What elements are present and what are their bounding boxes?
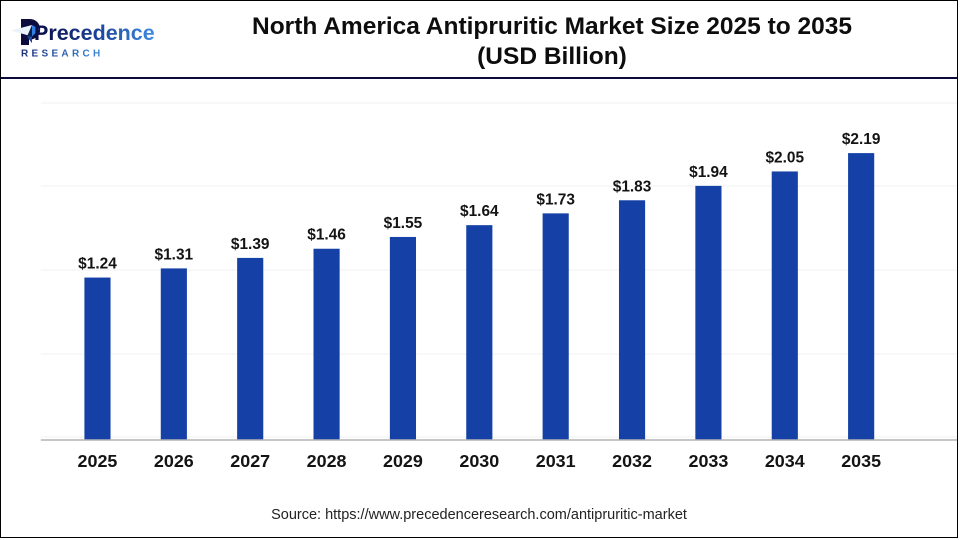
svg-text:2029: 2029 (383, 451, 423, 471)
svg-text:2026: 2026 (154, 451, 194, 471)
svg-text:$1.83: $1.83 (613, 178, 652, 195)
svg-text:$1.46: $1.46 (307, 227, 346, 244)
svg-text:2027: 2027 (230, 451, 270, 471)
svg-text:RESEARCH: RESEARCH (21, 49, 104, 60)
svg-text:2033: 2033 (688, 451, 728, 471)
svg-text:$1.94: $1.94 (689, 164, 728, 181)
svg-text:$1.55: $1.55 (384, 215, 423, 232)
svg-text:2032: 2032 (612, 451, 652, 471)
svg-text:$1.64: $1.64 (460, 203, 499, 220)
svg-text:Precedence: Precedence (34, 21, 155, 45)
svg-text:$1.31: $1.31 (155, 246, 194, 263)
svg-text:$2.19: $2.19 (842, 131, 881, 148)
svg-text:2030: 2030 (459, 451, 499, 471)
svg-text:2035: 2035 (841, 451, 881, 471)
svg-text:2028: 2028 (307, 451, 347, 471)
svg-text:$1.24: $1.24 (78, 256, 117, 273)
svg-text:$2.05: $2.05 (765, 149, 804, 166)
svg-text:2031: 2031 (536, 451, 576, 471)
svg-text:2034: 2034 (765, 451, 805, 471)
svg-text:$1.73: $1.73 (536, 191, 575, 208)
svg-text:2025: 2025 (78, 451, 118, 471)
svg-text:$1.39: $1.39 (231, 236, 270, 253)
